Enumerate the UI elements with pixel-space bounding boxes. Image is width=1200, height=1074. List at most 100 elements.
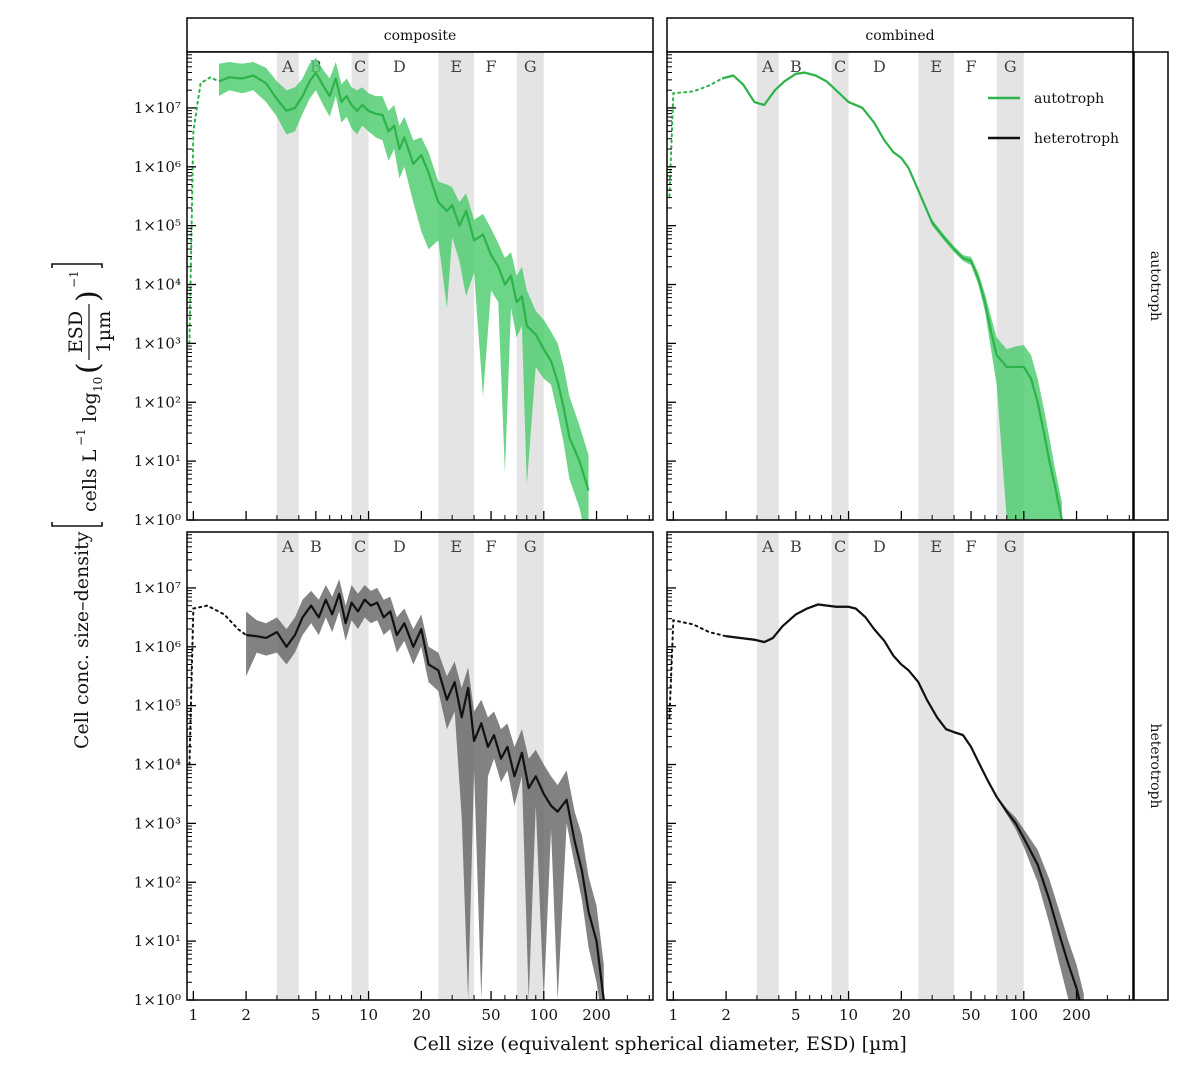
x-tick-label: 5	[791, 1006, 801, 1024]
series-composite-autotroph	[188, 57, 590, 520]
row-strip-heterotroph-label: heterotroph	[1147, 723, 1163, 808]
y-axis-unit-frac-num: ESD	[65, 311, 87, 353]
line-combined-heterotroph	[725, 603, 1081, 1000]
size-band-label-f: F	[485, 537, 496, 556]
dotted-line-combined-autotroph	[668, 77, 724, 198]
size-band-label-b: B	[310, 537, 322, 556]
x-tick-label: 1	[669, 1006, 679, 1024]
size-band-label-d: D	[393, 537, 406, 556]
size-band-e	[918, 532, 955, 1000]
size-band-label-e: E	[930, 537, 942, 556]
y-tick-label: 1×10²	[134, 873, 181, 891]
dotted-line-composite-heterotroph	[188, 604, 248, 766]
size-band-a	[756, 52, 779, 520]
size-band-label-g: G	[1004, 537, 1017, 556]
x-ticks	[672, 991, 1130, 1000]
size-band-label-a: A	[761, 537, 774, 556]
size-band-label-e: E	[450, 57, 462, 76]
row-strip-autotroph: autotroph	[1133, 51, 1169, 521]
size-band-a	[276, 52, 299, 520]
size-band-c	[351, 532, 369, 1000]
y-tick-label: 1×10¹	[134, 452, 181, 470]
series-composite-heterotroph	[188, 579, 605, 1000]
y-axis-paren-close: )	[71, 290, 106, 302]
y-tick-label: 1×10⁵	[134, 697, 181, 715]
y-axis-bracket-left	[51, 522, 103, 527]
y-ticks	[187, 54, 196, 521]
y-tick-label: 1×10³	[134, 334, 181, 352]
size-band-c	[831, 532, 849, 1000]
x-axis-title: Cell size (equivalent spherical diameter…	[413, 1033, 907, 1055]
y-axis-paren-open: (	[71, 362, 106, 374]
x-tick-label: 2	[721, 1006, 731, 1024]
dotted-line-combined-heterotroph	[668, 619, 728, 719]
panel-composite-heterotroph: A B C D E F G 1×10⁰ 1×10¹ 1×10² 1×10³ 1×10⁴ 1×10⁵ 1×1…	[134, 531, 654, 1024]
panel-background	[667, 52, 1133, 520]
series-combined-heterotroph	[668, 603, 1084, 1000]
y-axis-unit-cells: cells L	[79, 449, 101, 512]
size-band-e	[918, 52, 955, 520]
x-tick-label: 50	[961, 1006, 980, 1024]
y-tick-label: 1×10⁶	[134, 158, 181, 176]
x-ticks	[672, 511, 1130, 520]
legend-heterotroph-label: heterotroph	[1034, 131, 1119, 147]
x-tick-label: 10	[359, 1006, 378, 1024]
x-ticks	[192, 991, 650, 1000]
row-strip-autotroph-label: autotroph	[1147, 251, 1163, 321]
y-tick-label: 1×10⁶	[134, 638, 181, 656]
y-ticks	[667, 534, 676, 1001]
size-band-g	[996, 532, 1024, 1000]
panel-frame	[186, 51, 654, 521]
x-tick-label: 10	[839, 1006, 858, 1024]
size-band-label-b: B	[790, 57, 802, 76]
size-band-c	[831, 52, 849, 520]
panel-composite-autotroph: ABCDEFG1×10⁰1×10¹1×10²1×10³1×10⁴1×10⁵1×1…	[134, 51, 654, 529]
panel-frame	[186, 531, 654, 1001]
column-strip-composite: composite	[186, 17, 654, 53]
y-tick-label: 1×10²	[134, 393, 181, 411]
size-band-label-g: G	[524, 57, 537, 76]
line-combined-autotroph	[721, 71, 1063, 520]
y-ticks	[667, 54, 676, 521]
size-band-label-c: C	[834, 57, 846, 76]
x-tick-label: 2	[241, 1006, 251, 1024]
row-strip-heterotroph: heterotroph	[1133, 531, 1169, 1001]
y-axis-unit-exp2: −1	[67, 270, 81, 288]
size-band-label-c: C	[834, 537, 846, 556]
panel-combined-heterotroph: A B C D E F G 1 2 5 10 20 50 100 200	[666, 531, 1134, 1024]
size-band-a	[756, 532, 779, 1000]
column-strip-composite-label: composite	[384, 28, 457, 44]
size-band-label-c: C	[354, 57, 366, 76]
legend-autotroph-label: autotroph	[1034, 91, 1104, 107]
panel-frame	[666, 531, 1134, 1001]
size-band-label-f: F	[965, 57, 976, 76]
size-band-label-a: A	[761, 57, 774, 76]
series-combined-autotroph	[668, 71, 1063, 520]
x-tick-label: 100	[1009, 1006, 1038, 1024]
column-strip-combined: combined	[666, 17, 1134, 53]
x-tick-label: 20	[412, 1006, 431, 1024]
y-axis-title: Cell conc. size–density cells L −1 log 1…	[51, 263, 115, 749]
y-tick-label: 1×10¹	[134, 932, 181, 950]
y-axis-unit-log: log	[79, 392, 101, 422]
y-axis-bracket-right	[51, 263, 103, 268]
size-band-label-a: A	[281, 537, 294, 556]
y-ticks	[187, 534, 196, 1001]
y-tick-label: 1×10⁴	[134, 756, 181, 774]
panel-frame	[666, 51, 1134, 521]
x-ticks	[192, 511, 650, 520]
ribbon-combined-autotroph	[722, 71, 1062, 520]
line-composite-autotroph	[218, 71, 590, 491]
x-tick-label: 1	[189, 1006, 199, 1024]
size-band-label-g: G	[524, 537, 537, 556]
x-tick-label: 5	[311, 1006, 321, 1024]
size-band-label-g: G	[1004, 57, 1017, 76]
y-tick-label: 1×10⁵	[134, 217, 181, 235]
size-bands	[756, 532, 1024, 1000]
dotted-line-composite-autotroph	[188, 76, 220, 345]
y-axis-unit-exp1: −1	[74, 428, 88, 446]
y-axis-title-main: Cell conc. size–density	[71, 531, 93, 749]
x-tick-label: 200	[582, 1006, 611, 1024]
size-band-label-f: F	[965, 537, 976, 556]
y-axis-unit-frac-den: 1µm	[93, 311, 115, 353]
